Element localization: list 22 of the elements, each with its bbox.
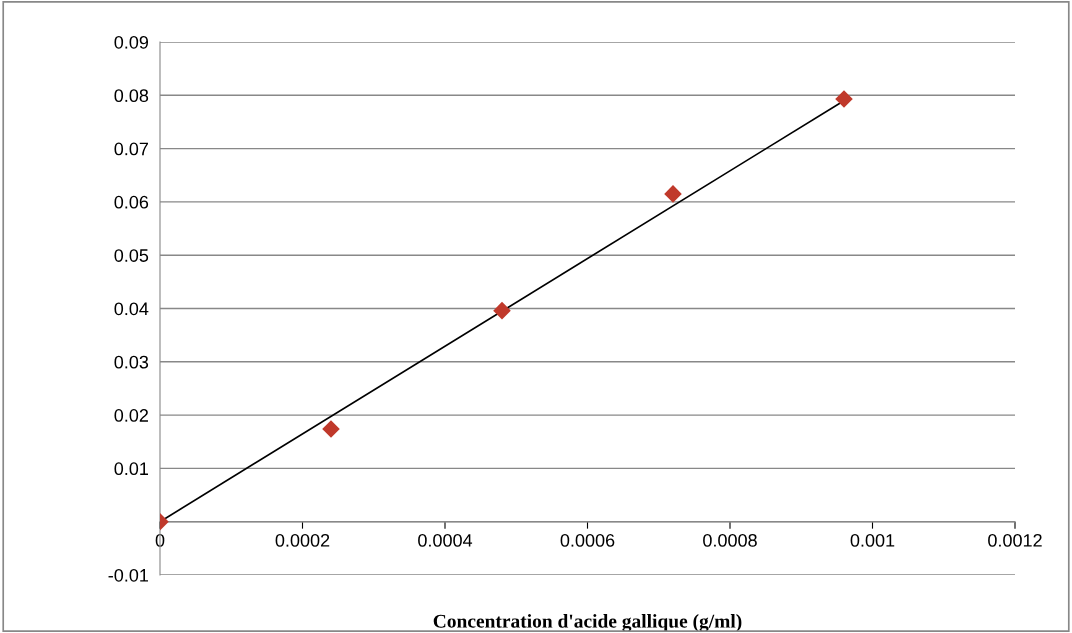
y-tick-label: 0.07 [114,142,148,156]
point [322,420,340,438]
y-tick-label: -0.01 [108,568,149,582]
x-tick-label: 0.0002 [275,533,330,547]
x-tick-label: 0 [155,533,165,547]
point [835,90,853,108]
y-tick-label: 0.02 [114,409,148,422]
x-tick-label: 0.0008 [703,533,757,547]
y-tick-label: 0.09 [114,35,149,49]
x-tick-label: 0.0012 [988,533,1042,547]
point [493,301,511,320]
x-tick-label: 0.0006 [560,533,615,547]
y-tick-label: 0.05 [114,249,149,262]
y-tick-label: 0.08 [114,89,149,103]
y-tick-label: 0.03 [114,355,149,369]
y-tick-label: 0.06 [114,195,149,209]
x-axis-title: Concentration d'acide gallique (g/ml) [433,614,742,632]
y-tick-label: 0.01 [114,462,149,476]
x-tick-label: 0.001 [850,533,895,547]
x-tick-label: 0.0004 [418,533,473,547]
point [664,185,682,203]
y-tick-label: 0.04 [114,302,149,316]
